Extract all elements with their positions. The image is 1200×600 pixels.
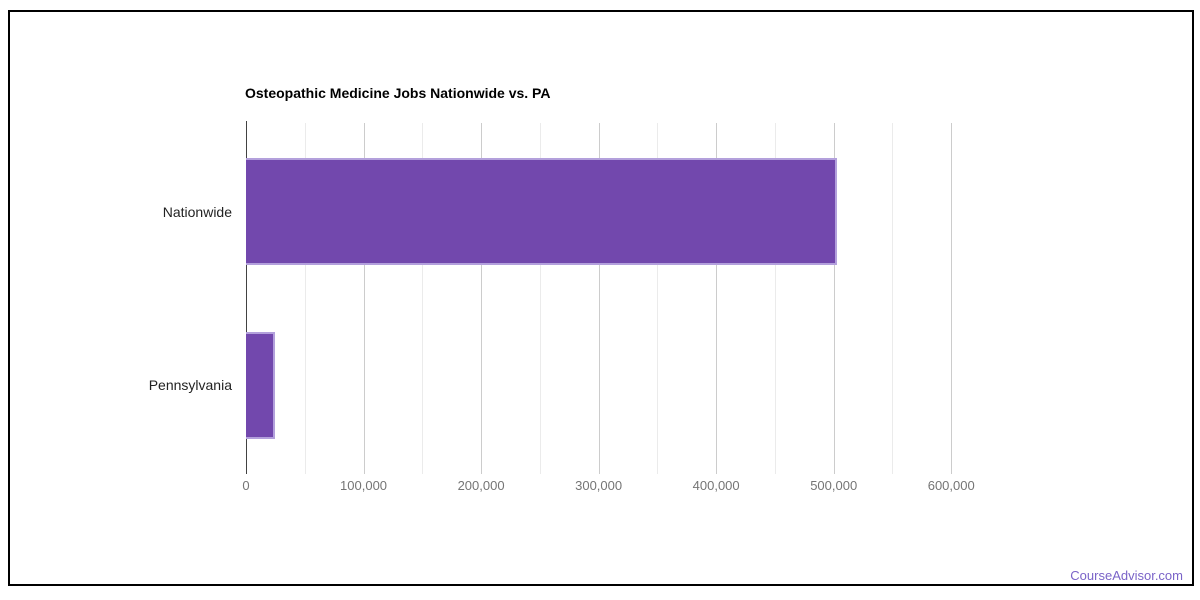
major-gridline-300000: [598, 123, 600, 474]
minor-gridline-550000: [892, 123, 894, 474]
tick-label-500000: 500,000: [810, 478, 858, 493]
tick-label-100000: 100,000: [340, 478, 388, 493]
plot-area: [246, 121, 1010, 474]
bar-pennsylvania[interactable]: [246, 331, 276, 439]
minor-gridline-150000: [422, 123, 424, 474]
value-axis-baseline: [246, 121, 247, 474]
courseadvisor-watermark-link[interactable]: CourseAdvisor.com: [1070, 568, 1183, 583]
minor-gridline-450000: [774, 123, 776, 474]
category-label-nationwide: Nationwide: [162, 203, 232, 220]
major-gridline-100000: [363, 123, 365, 474]
minor-gridline-350000: [657, 123, 659, 474]
major-gridline-200000: [481, 123, 483, 474]
chart-title: Osteopathic Medicine Jobs Nationwide vs.…: [245, 85, 551, 101]
major-gridline-600000: [951, 123, 953, 474]
tick-label-600000: 600,000: [927, 478, 975, 493]
tick-label-0: 0: [242, 478, 250, 493]
bar-nationwide[interactable]: [246, 158, 838, 266]
tick-label-300000: 300,000: [575, 478, 623, 493]
tick-label-200000: 200,000: [457, 478, 505, 493]
chart-border-frame: [8, 10, 1194, 586]
minor-gridline-50000: [304, 123, 306, 474]
tick-label-400000: 400,000: [692, 478, 740, 493]
major-gridline-500000: [833, 123, 835, 474]
minor-gridline-250000: [539, 123, 541, 474]
category-label-pennsylvania: Pennsylvania: [148, 377, 232, 394]
major-gridline-400000: [716, 123, 718, 474]
